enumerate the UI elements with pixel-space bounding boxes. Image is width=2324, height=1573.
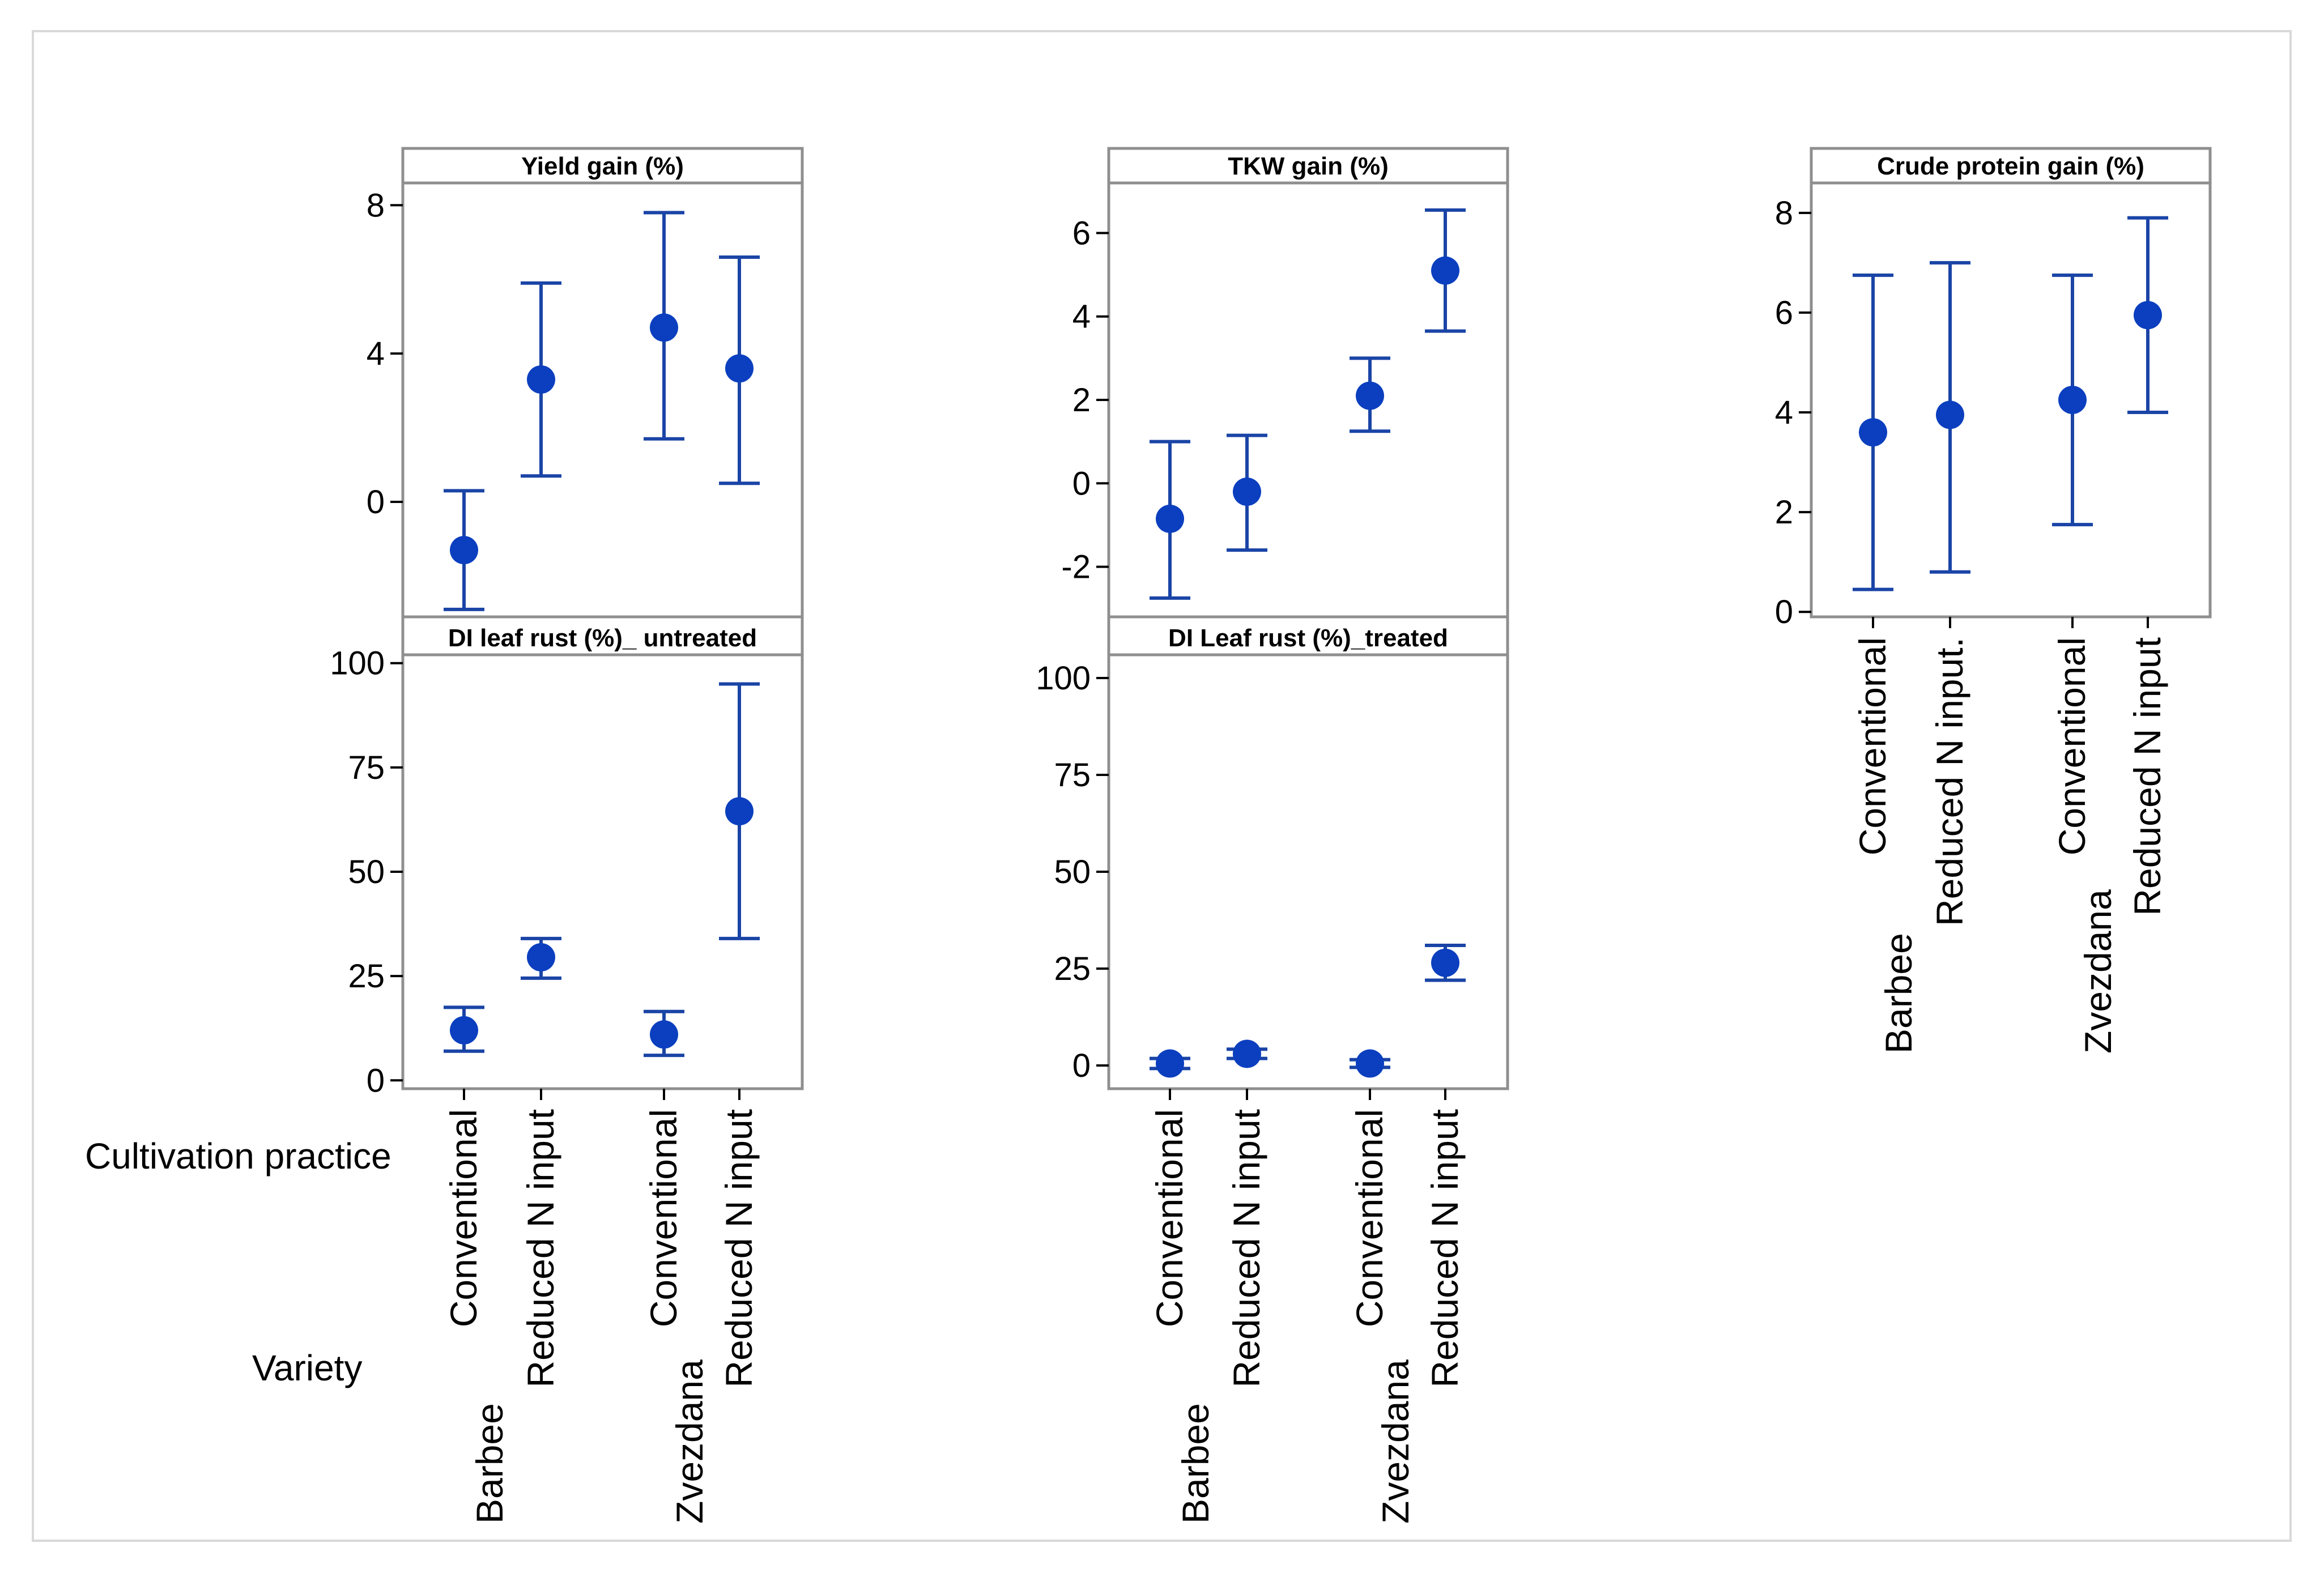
x-category-label: Reduced N input — [1225, 1109, 1267, 1388]
x-category-label: Conventional — [1148, 1109, 1190, 1327]
cultivation-practice-label: Cultivation practice — [85, 1136, 391, 1176]
y-tick-label: 6 — [1072, 215, 1091, 251]
y-tick-label: 8 — [367, 187, 385, 224]
y-tick-label: 100 — [1036, 660, 1091, 697]
data-point — [450, 536, 478, 565]
panel-box — [1810, 147, 2212, 619]
y-tick-label: 8 — [1775, 195, 1793, 232]
panel-title: Crude protein gain (%) — [1877, 152, 2144, 180]
data-point — [2058, 386, 2087, 414]
data-point — [650, 313, 678, 342]
data-point — [527, 365, 555, 394]
x-category-label: Reduced N input — [718, 1109, 760, 1388]
data-point — [1936, 400, 1964, 429]
data-point — [1431, 948, 1459, 977]
x-group-label: Zvezdana — [1374, 1359, 1416, 1524]
y-tick-label: 4 — [367, 335, 385, 372]
data-point — [1156, 504, 1184, 533]
data-point — [1431, 256, 1459, 285]
x-category-label: Conventional — [642, 1109, 684, 1327]
panel-3: Crude protein gain (%) 0 2 4 6 8 — [1775, 147, 2212, 630]
y-tick-label: 50 — [1054, 854, 1091, 890]
x-axis-4: Conventional Reduced N input Conventional R… — [442, 1089, 760, 1524]
outer-frame — [32, 30, 2292, 1542]
y-tick-label: 0 — [367, 484, 385, 521]
y-tick-label: 75 — [1054, 757, 1091, 794]
y-tick-label: 0 — [1775, 594, 1793, 630]
x-group-label: Barbee — [1878, 933, 1919, 1054]
panel-box — [1107, 615, 1509, 1090]
y-tick-label: 6 — [1775, 295, 1793, 331]
x-group-label: Barbee — [1174, 1403, 1216, 1524]
x-category-label: Conventional — [2051, 637, 2093, 855]
y-tick-label: 4 — [1775, 394, 1793, 431]
x-category-label: Conventional — [1851, 637, 1893, 855]
data-point — [1233, 478, 1261, 506]
data-point — [650, 1020, 678, 1049]
y-tick-label: 100 — [330, 645, 385, 682]
x-category-label: Reduced N input. — [1929, 637, 1970, 926]
panel-5: DI Leaf rust (%)_treated 0 25 50 75 100 — [1036, 615, 1509, 1090]
y-tick-label: 2 — [1072, 382, 1091, 419]
panel-title: Yield gain (%) — [521, 152, 684, 180]
data-point — [725, 354, 754, 383]
panel-title: TKW gain (%) — [1228, 152, 1389, 180]
y-tick-label: -2 — [1061, 549, 1091, 586]
y-tick-label: 50 — [348, 854, 385, 890]
x-category-label: Conventional — [442, 1109, 484, 1327]
y-tick-label: 25 — [1054, 950, 1091, 987]
x-group-label: Zvezdana — [2077, 889, 2119, 1054]
y-tick-label: 2 — [1775, 494, 1793, 531]
data-point — [450, 1016, 478, 1045]
y-tick-label: 0 — [367, 1062, 385, 1099]
y-tick-label: 4 — [1072, 299, 1091, 335]
data-point — [1233, 1039, 1261, 1068]
variety-label: Variety — [252, 1348, 362, 1388]
y-tick-label: 25 — [348, 958, 385, 995]
panel-1: Yield gain (%) 0 4 8 — [367, 147, 804, 619]
panel-2: TKW gain (%) -2 0 2 4 6 — [1061, 147, 1509, 619]
y-tick-label: 0 — [1072, 1047, 1091, 1084]
data-point — [725, 797, 754, 826]
x-group-label: Zvezdana — [669, 1359, 710, 1524]
data-point — [1859, 418, 1887, 447]
panel-4: DI leaf rust (%)_ untreated 0 25 50 75 100 — [330, 615, 804, 1099]
y-tick-label: 0 — [1072, 465, 1091, 502]
panel-box — [401, 615, 804, 1090]
x-axis-3: Conventional Reduced N input. Conventional… — [1851, 617, 2168, 1054]
x-group-label: Barbee — [469, 1403, 510, 1524]
data-point — [2134, 301, 2162, 330]
data-point — [1356, 1049, 1384, 1078]
panel-title: DI Leaf rust (%)_treated — [1168, 624, 1448, 652]
x-category-label: Reduced N input — [2126, 637, 2168, 916]
panel-box — [1107, 147, 1509, 619]
panel-title: DI leaf rust (%)_ untreated — [448, 624, 757, 652]
x-axis-5: Conventional Reduced N input Conventional R… — [1148, 1089, 1466, 1524]
data-point — [1356, 381, 1384, 410]
x-category-label: Conventional — [1348, 1109, 1390, 1327]
y-tick-label: 75 — [348, 749, 385, 786]
data-point — [1156, 1049, 1184, 1078]
data-point — [527, 943, 555, 971]
x-category-label: Reduced N input — [520, 1109, 561, 1388]
x-category-label: Reduced N input — [1424, 1109, 1466, 1388]
